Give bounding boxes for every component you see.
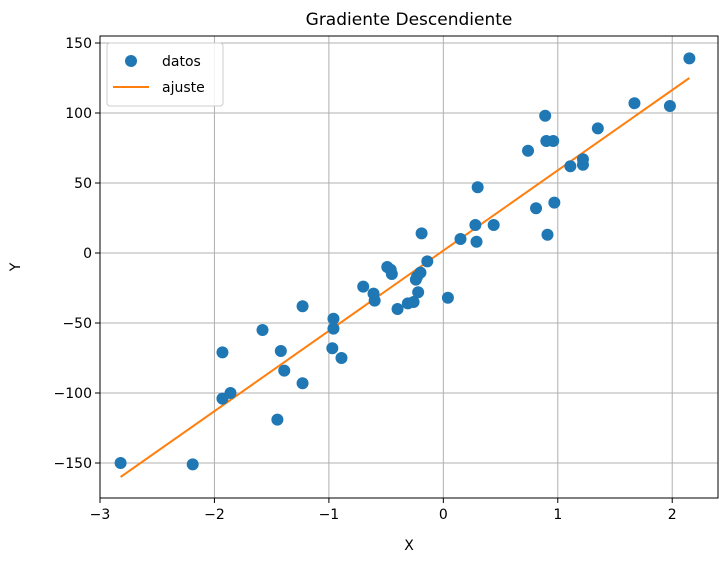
data-point: [421, 255, 434, 268]
x-tick-label: −2: [204, 507, 225, 523]
data-point: [469, 219, 482, 231]
x-tick-label: 0: [439, 507, 448, 523]
y-tick-label: −50: [62, 316, 92, 332]
x-tick-label: −3: [90, 507, 111, 523]
data-point: [296, 377, 309, 390]
data-point: [114, 457, 127, 469]
y-tick-label: −150: [54, 456, 92, 472]
x-axis-label: X: [404, 538, 414, 554]
data-point: [391, 303, 404, 315]
data-point: [470, 235, 483, 248]
data-point: [216, 346, 229, 359]
data-point: [327, 322, 340, 335]
data-point: [683, 52, 696, 65]
legend-label-ajuste: ajuste: [162, 80, 205, 96]
y-axis-label: Y: [8, 262, 24, 272]
axis-ticks: −3 −2 −1 0 1 2 −150 −100 −50 0 50 100 150: [54, 36, 677, 523]
data-point: [274, 345, 287, 357]
data-point: [357, 280, 370, 293]
plot-frame: [99, 35, 719, 499]
grid: [99, 36, 718, 498]
chart-title: Gradiente Descendiente: [306, 10, 513, 30]
data-point: [576, 158, 589, 171]
data-point: [415, 227, 428, 240]
data-point: [591, 122, 604, 135]
data-point: [454, 233, 467, 245]
data-point: [471, 181, 484, 194]
data-point: [522, 144, 535, 157]
data-point: [628, 97, 641, 110]
data-point: [564, 160, 577, 173]
data-point: [385, 268, 398, 280]
data-point: [407, 296, 420, 308]
data-point: [278, 364, 291, 377]
x-tick-label: −1: [319, 507, 340, 523]
data-point: [441, 291, 454, 304]
x-tick-label: 1: [553, 507, 562, 523]
y-tick-label: 50: [74, 176, 92, 192]
x-tick-label: 2: [668, 507, 677, 523]
data-point: [296, 300, 309, 313]
data-point: [412, 286, 425, 299]
data-point: [368, 294, 381, 307]
legend-label-datos: datos: [162, 54, 201, 70]
data-point: [256, 324, 269, 336]
data-point: [224, 387, 237, 399]
data-point: [547, 135, 560, 147]
plot-area: [114, 52, 696, 478]
y-tick-label: 150: [65, 36, 92, 52]
data-point: [530, 202, 543, 215]
data-point: [663, 100, 676, 112]
data-point: [539, 109, 552, 122]
y-tick-label: 100: [65, 106, 92, 122]
data-point: [487, 219, 500, 231]
data-point: [414, 266, 427, 279]
legend-marker-datos: [125, 55, 137, 67]
legend: datos ajuste: [106, 42, 224, 107]
data-point: [186, 458, 199, 471]
data-point: [541, 228, 554, 241]
legend-box: [106, 42, 224, 107]
data-point: [548, 196, 561, 209]
data-point: [326, 342, 339, 355]
data-point: [335, 352, 348, 364]
fit-line: [120, 77, 690, 478]
data-point: [327, 312, 340, 325]
y-tick-label: 0: [83, 246, 92, 262]
data-point: [271, 413, 284, 426]
y-tick-label: −100: [54, 386, 92, 402]
